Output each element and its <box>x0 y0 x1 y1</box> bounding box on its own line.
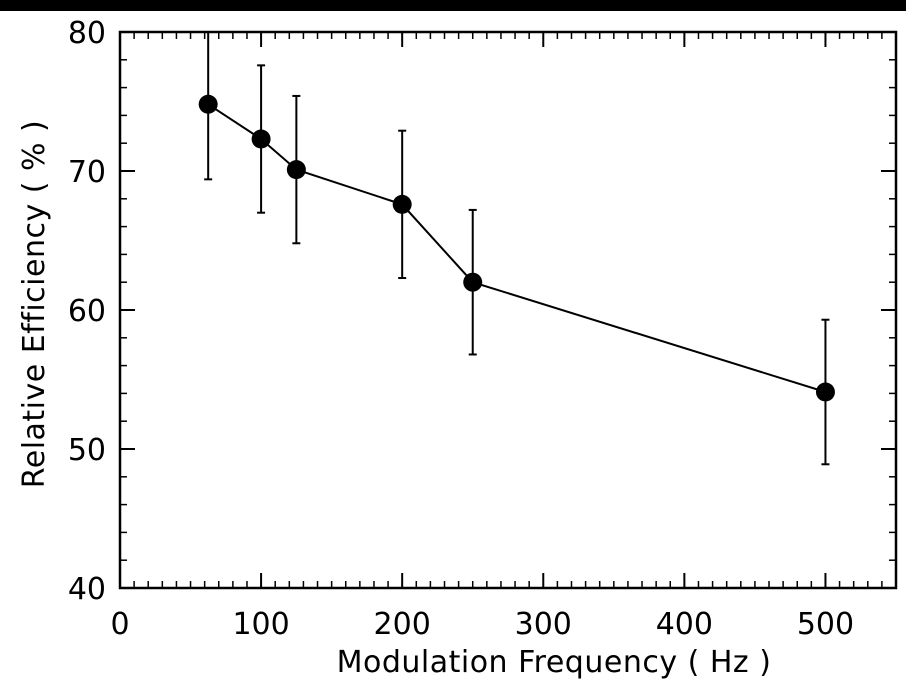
x-tick-label: 400 <box>656 607 713 642</box>
plot-frame <box>118 30 898 590</box>
data-point <box>815 382 835 402</box>
y-tick-label: 50 <box>68 433 106 468</box>
x-axis-title: Modulation Frequency ( Hz ) <box>337 645 772 680</box>
data-point <box>198 94 218 114</box>
x-tick-label: 200 <box>374 607 431 642</box>
data-point <box>463 272 483 292</box>
data-markers <box>198 94 835 402</box>
y-tick-label: 40 <box>68 572 106 607</box>
y-tick-label: 80 <box>68 16 106 51</box>
x-tick-label: 0 <box>110 607 129 642</box>
y-tick-label: 70 <box>68 155 106 190</box>
series-line <box>207 103 826 393</box>
x-tick-labels: 0 100 200 300 400 500 <box>110 607 854 642</box>
minor-ticks <box>119 31 897 589</box>
y-axis-title: Relative Efficiency ( % ) <box>17 120 52 489</box>
x-tick-label: 500 <box>797 607 854 642</box>
y-tick-label: 60 <box>68 294 106 329</box>
major-ticks <box>119 31 896 589</box>
x-tick-label: 100 <box>232 607 289 642</box>
data-point <box>286 160 306 180</box>
y-tick-labels: 40 50 60 70 80 <box>68 16 106 607</box>
top-border-rule <box>0 0 906 11</box>
data-point <box>392 194 412 214</box>
data-point <box>251 129 271 149</box>
x-tick-label: 300 <box>515 607 572 642</box>
error-bars <box>204 31 830 466</box>
